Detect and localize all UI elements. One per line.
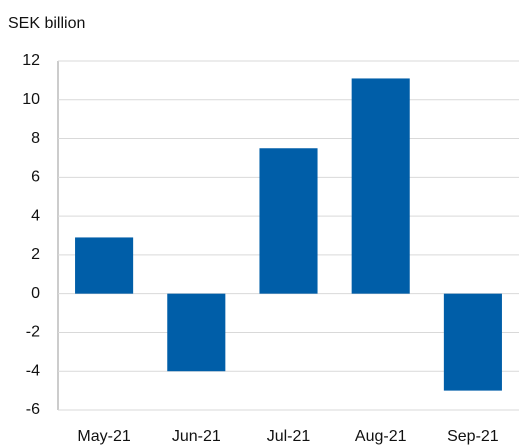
x-tick-label: May-21 [77,428,130,445]
bar [167,293,226,372]
x-tick-label: Aug-21 [355,428,407,445]
y-tick-label: -4 [26,362,40,379]
bar [75,237,134,294]
y-tick-label: 2 [31,246,40,263]
y-tick-label: -6 [26,401,40,418]
bar [259,148,318,294]
y-tick-label: 12 [22,52,40,69]
y-tick-label: 6 [31,169,40,186]
y-tick-label: 10 [22,91,40,108]
y-axis-label: SEK billion [8,15,85,32]
x-tick-label: Sep-21 [447,428,499,445]
x-tick-label: Jun-21 [172,428,221,445]
y-tick-label: 8 [31,130,40,147]
x-tick-label: Jul-21 [267,428,311,445]
bar [443,293,502,391]
y-tick-label: 0 [31,285,40,302]
y-tick-label: -2 [26,324,40,341]
y-tick-label: 4 [31,207,40,224]
bar [351,78,410,294]
